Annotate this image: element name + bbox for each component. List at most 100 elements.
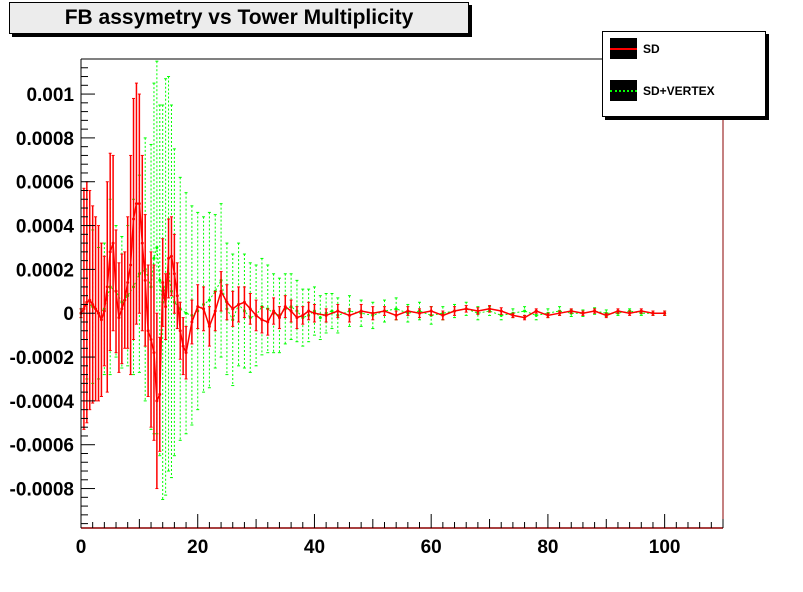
data-point [312, 311, 316, 315]
y-tick-label: -0.0006 [10, 436, 74, 457]
data-point [184, 311, 188, 315]
data-point [164, 305, 168, 309]
data-point [406, 309, 410, 313]
data-point [336, 309, 340, 313]
data-point [158, 392, 162, 396]
series-0 [79, 82, 667, 490]
data-point [307, 309, 311, 313]
data-point [604, 313, 608, 317]
legend-line-sd [610, 48, 637, 50]
data-point [202, 307, 206, 311]
data-point [149, 338, 153, 342]
data-point [97, 311, 101, 315]
legend-label-sd-vertex: SD+VERTEX [643, 84, 715, 98]
data-point [593, 309, 597, 313]
data-point [295, 316, 299, 320]
data-point [143, 278, 147, 282]
data-point [111, 241, 115, 245]
data-point [651, 311, 655, 315]
data-point [91, 302, 95, 306]
data-point [137, 202, 141, 206]
data-point [108, 250, 112, 254]
data-point [102, 309, 106, 313]
data-point [175, 294, 179, 298]
data-point [231, 307, 235, 311]
x-tick-label: 100 [649, 537, 681, 558]
data-point [453, 309, 457, 313]
data-point [534, 309, 538, 313]
data-point [213, 309, 217, 313]
data-point [394, 307, 398, 311]
y-tick-label: 0.0008 [16, 129, 74, 150]
data-point [94, 307, 98, 311]
chart-title: FB assymetry vs Tower Multiplicity [64, 6, 414, 29]
data-point [464, 307, 468, 311]
data-point [488, 307, 492, 311]
data-point [161, 281, 165, 285]
y-tick-label: 0 [63, 304, 74, 325]
data-point [207, 298, 211, 302]
data-point [82, 307, 86, 311]
x-tick-label: 20 [187, 537, 208, 558]
data-point [283, 305, 287, 309]
series-layer [79, 60, 667, 501]
data-point [330, 309, 334, 313]
y-tick-label: 0.0006 [16, 173, 74, 194]
y-tick-label: -0.0008 [10, 480, 74, 501]
data-point [359, 309, 363, 313]
data-point [88, 298, 92, 302]
series-line [80, 247, 665, 322]
data-point [181, 344, 185, 348]
data-point [581, 311, 585, 315]
x-tick-label: 60 [421, 537, 442, 558]
data-point [663, 311, 667, 315]
data-point [441, 313, 445, 317]
legend-label-sd: SD [643, 42, 660, 56]
data-point [178, 329, 182, 333]
data-point [429, 309, 433, 313]
data-point [172, 272, 176, 276]
data-point [347, 313, 351, 317]
data-point [318, 316, 322, 320]
data-point [546, 313, 550, 317]
y-tick-label: -0.0002 [10, 348, 74, 369]
data-point [248, 307, 252, 311]
data-point [167, 256, 171, 260]
data-point [628, 311, 632, 315]
data-point [146, 329, 150, 333]
data-point [134, 202, 138, 206]
data-point [132, 217, 136, 221]
data-point [237, 302, 241, 306]
data-point [289, 309, 293, 313]
data-point [114, 289, 118, 293]
data-point [382, 309, 386, 313]
data-point [418, 311, 422, 315]
data-point [277, 316, 281, 320]
data-point [190, 320, 194, 324]
data-point [569, 309, 573, 313]
data-point [117, 316, 121, 320]
data-point [225, 300, 229, 304]
data-point [499, 309, 503, 313]
data-point [639, 309, 643, 313]
data-point [266, 320, 270, 324]
data-point [476, 309, 480, 313]
data-point [158, 278, 162, 282]
data-point [129, 263, 133, 267]
x-tick-label: 80 [537, 537, 558, 558]
data-point [99, 318, 103, 322]
data-point [155, 399, 159, 403]
data-point [324, 313, 328, 317]
data-point [184, 351, 188, 355]
data-point [260, 318, 264, 322]
data-point [152, 351, 156, 355]
legend-line-sd-vertex [610, 90, 637, 92]
data-point [242, 300, 246, 304]
data-point [523, 309, 527, 313]
data-point [301, 313, 305, 317]
data-point [152, 256, 156, 260]
title-box: FB assymetry vs Tower Multiplicity [9, 2, 469, 34]
data-point [155, 245, 159, 249]
data-point [558, 311, 562, 315]
